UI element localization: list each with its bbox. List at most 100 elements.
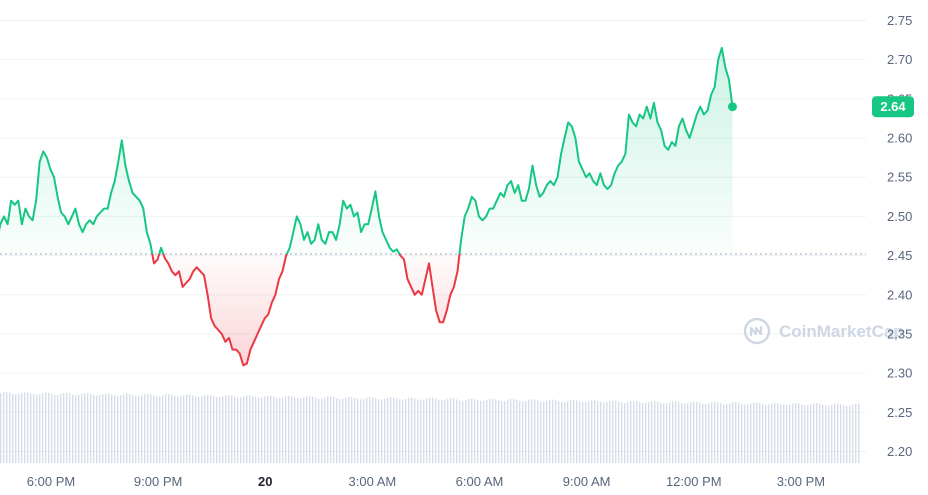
volume-bar xyxy=(156,396,158,463)
volume-bar xyxy=(105,393,107,463)
volume-bar xyxy=(777,402,779,463)
volume-bar xyxy=(591,400,593,463)
volume-bar xyxy=(702,403,704,463)
volume-bar xyxy=(402,399,404,463)
volume-bar xyxy=(312,396,314,463)
volume-bar xyxy=(840,404,842,463)
volume-bar xyxy=(306,396,308,463)
volume-bar xyxy=(477,399,479,463)
volume-bar xyxy=(27,392,29,463)
volume-bar xyxy=(783,404,785,463)
volume-bar xyxy=(9,392,11,463)
volume-bar xyxy=(6,391,8,463)
volume-bar xyxy=(534,399,536,463)
volume-bar xyxy=(753,402,755,463)
volume-bar xyxy=(786,405,788,463)
volume-bar xyxy=(78,395,80,463)
price-area-above-baseline xyxy=(0,47,733,255)
y-tick-label: 2.40 xyxy=(887,287,912,302)
volume-bar xyxy=(792,403,794,463)
current-price-dot[interactable] xyxy=(727,102,737,112)
volume-bar xyxy=(189,394,191,463)
volume-bar xyxy=(723,404,725,463)
volume-bar xyxy=(204,395,206,463)
volume-bar xyxy=(558,401,560,463)
volume-bar xyxy=(498,400,500,463)
volume-bar xyxy=(282,397,284,463)
x-tick-label: 9:00 AM xyxy=(563,474,611,489)
volume-bar xyxy=(807,405,809,463)
x-tick-label: 3:00 AM xyxy=(349,474,397,489)
y-tick-label: 2.50 xyxy=(887,209,912,224)
volume-bar xyxy=(162,395,164,463)
coinmarketcap-logo-icon xyxy=(743,317,771,345)
volume-bar xyxy=(429,397,431,463)
price-line xyxy=(0,46,734,367)
volume-bar xyxy=(240,397,242,463)
current-price-value: 2.64 xyxy=(880,99,906,114)
volume-bar xyxy=(810,404,812,463)
volume-bar xyxy=(669,402,671,463)
volume-bar xyxy=(471,398,473,463)
volume-bar xyxy=(144,394,146,463)
volume-bar xyxy=(843,405,845,463)
volume-bar xyxy=(261,397,263,463)
y-tick-label: 2.30 xyxy=(887,366,912,381)
volume-bar xyxy=(387,397,389,463)
volume-bar xyxy=(303,397,305,463)
volume-bar xyxy=(672,401,674,463)
watermark: CoinMarketCap xyxy=(743,317,904,345)
volume-bar xyxy=(264,396,266,463)
volume-bar xyxy=(279,398,281,463)
volume-bar xyxy=(333,397,335,463)
volume-bar xyxy=(507,399,509,463)
volume-bar xyxy=(579,401,581,463)
volume-bar xyxy=(489,398,491,463)
volume-bar xyxy=(57,394,59,463)
volume-bar xyxy=(300,398,302,463)
volume-bar xyxy=(765,404,767,463)
volume-bar xyxy=(774,402,776,463)
volume-bar xyxy=(594,400,596,463)
volume-bar xyxy=(360,399,362,463)
volume-bar xyxy=(165,394,167,463)
volume-bar xyxy=(117,395,119,463)
volume-bar xyxy=(561,401,563,463)
volume-bar xyxy=(612,400,614,463)
volume-bar xyxy=(159,396,161,463)
current-price-badge: 2.64 xyxy=(872,96,914,118)
volume-bar xyxy=(666,403,668,463)
x-tick-label: 9:00 PM xyxy=(134,474,182,489)
volume-bar xyxy=(801,404,803,463)
volume-bar xyxy=(813,403,815,463)
volume-bar xyxy=(381,399,383,463)
volume-bar xyxy=(603,402,605,463)
volume-bar xyxy=(33,394,35,463)
volume-bar xyxy=(738,402,740,463)
y-tick-label: 2.35 xyxy=(887,326,912,341)
volume-bar xyxy=(150,394,152,463)
volume-bar xyxy=(639,402,641,463)
volume-bar xyxy=(651,401,653,463)
volume-bar xyxy=(54,394,56,463)
volume-bar xyxy=(567,401,569,463)
volume-bar xyxy=(750,403,752,463)
volume-bar xyxy=(858,403,860,463)
y-tick-label: 2.75 xyxy=(887,13,912,28)
volume-bar xyxy=(630,401,632,463)
volume-bar xyxy=(369,397,371,463)
volume-bar xyxy=(390,397,392,463)
volume-bar xyxy=(816,403,818,463)
volume-bar xyxy=(711,402,713,463)
volume-bar xyxy=(285,396,287,463)
volume-bar xyxy=(183,395,185,463)
volume-bar xyxy=(573,399,575,463)
volume-bar xyxy=(834,403,836,463)
volume-bar xyxy=(222,396,224,463)
volume-bar xyxy=(324,397,326,463)
volume-bar xyxy=(405,398,407,463)
volume-bar xyxy=(174,396,176,463)
volume-bar xyxy=(39,394,41,463)
volume-bar xyxy=(339,398,341,463)
volume-bar xyxy=(615,400,617,463)
